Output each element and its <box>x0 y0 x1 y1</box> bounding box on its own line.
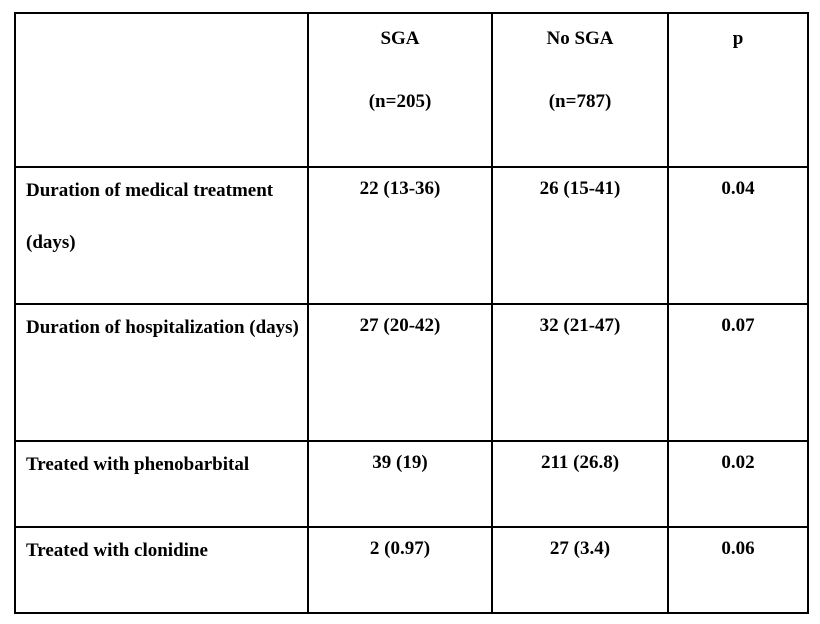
row-label: Duration of medical treatment (days) <box>14 166 309 305</box>
cell-no-sga: 211 (26.8) <box>491 440 669 528</box>
header-cell-p: p <box>667 12 809 168</box>
row-label: Treated with phenobarbital <box>14 440 309 528</box>
cell-no-sga: 26 (15-41) <box>491 166 669 305</box>
cell-sga: 2 (0.97) <box>307 526 493 614</box>
cell-sga: 27 (20-42) <box>307 303 493 442</box>
header-title: SGA <box>380 28 420 49</box>
table-row: Duration of hospitalization (days) 27 (2… <box>14 303 809 442</box>
table-row: Treated with clonidine 2 (0.97) 27 (3.4)… <box>14 526 809 614</box>
header-subtitle: (n=205) <box>368 91 432 112</box>
results-table: SGA (n=205) No SGA (n=787) p Duration of… <box>14 12 809 614</box>
cell-sga: 22 (13-36) <box>307 166 493 305</box>
header-title: No SGA <box>546 28 614 49</box>
header-row: SGA (n=205) No SGA (n=787) p <box>14 12 809 168</box>
cell-p: 0.02 <box>667 440 809 528</box>
cell-p: 0.04 <box>667 166 809 305</box>
cell-no-sga: 32 (21-47) <box>491 303 669 442</box>
header-title: p <box>732 28 744 49</box>
row-label: Treated with clonidine <box>14 526 309 614</box>
header-cell-empty <box>14 12 309 168</box>
cell-no-sga: 27 (3.4) <box>491 526 669 614</box>
cell-p: 0.07 <box>667 303 809 442</box>
cell-sga: 39 (19) <box>307 440 493 528</box>
table-row: Duration of medical treatment (days) 22 … <box>14 166 809 305</box>
cell-p: 0.06 <box>667 526 809 614</box>
header-subtitle: (n=787) <box>548 91 612 112</box>
header-cell-sga: SGA (n=205) <box>307 12 493 168</box>
header-cell-no-sga: No SGA (n=787) <box>491 12 669 168</box>
table-row: Treated with phenobarbital 39 (19) 211 (… <box>14 440 809 528</box>
row-label: Duration of hospitalization (days) <box>14 303 309 442</box>
